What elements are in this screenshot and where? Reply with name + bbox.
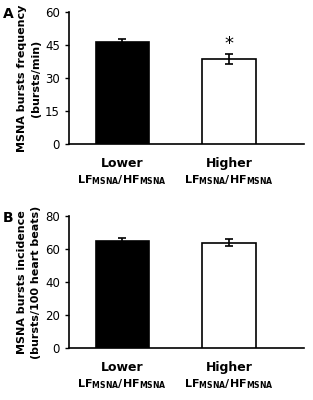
Text: *: * <box>224 35 233 53</box>
Bar <box>202 59 256 144</box>
Text: Higher: Higher <box>205 361 252 374</box>
Text: Lower: Lower <box>101 361 144 374</box>
Text: Higher: Higher <box>205 157 252 170</box>
Text: B: B <box>3 211 14 225</box>
Text: LF$_{\mathbf{MSNA}}$/HF$_{\mathbf{MSNA}}$: LF$_{\mathbf{MSNA}}$/HF$_{\mathbf{MSNA}}… <box>184 377 274 391</box>
Bar <box>95 42 149 144</box>
Text: Lower: Lower <box>101 157 144 170</box>
Text: A: A <box>3 7 14 21</box>
Text: LF$_{\mathbf{MSNA}}$/HF$_{\mathbf{MSNA}}$: LF$_{\mathbf{MSNA}}$/HF$_{\mathbf{MSNA}}… <box>184 173 274 186</box>
Text: LF$_{\mathbf{MSNA}}$/HF$_{\mathbf{MSNA}}$: LF$_{\mathbf{MSNA}}$/HF$_{\mathbf{MSNA}}… <box>77 173 167 186</box>
Y-axis label: MSNA bursts frequency
(bursts/min): MSNA bursts frequency (bursts/min) <box>17 4 41 152</box>
Bar <box>95 241 149 348</box>
Bar <box>202 242 256 348</box>
Y-axis label: MSNA bursts incidence
(bursts/100 heart beats): MSNA bursts incidence (bursts/100 heart … <box>17 206 41 359</box>
Text: LF$_{\mathbf{MSNA}}$/HF$_{\mathbf{MSNA}}$: LF$_{\mathbf{MSNA}}$/HF$_{\mathbf{MSNA}}… <box>77 377 167 391</box>
